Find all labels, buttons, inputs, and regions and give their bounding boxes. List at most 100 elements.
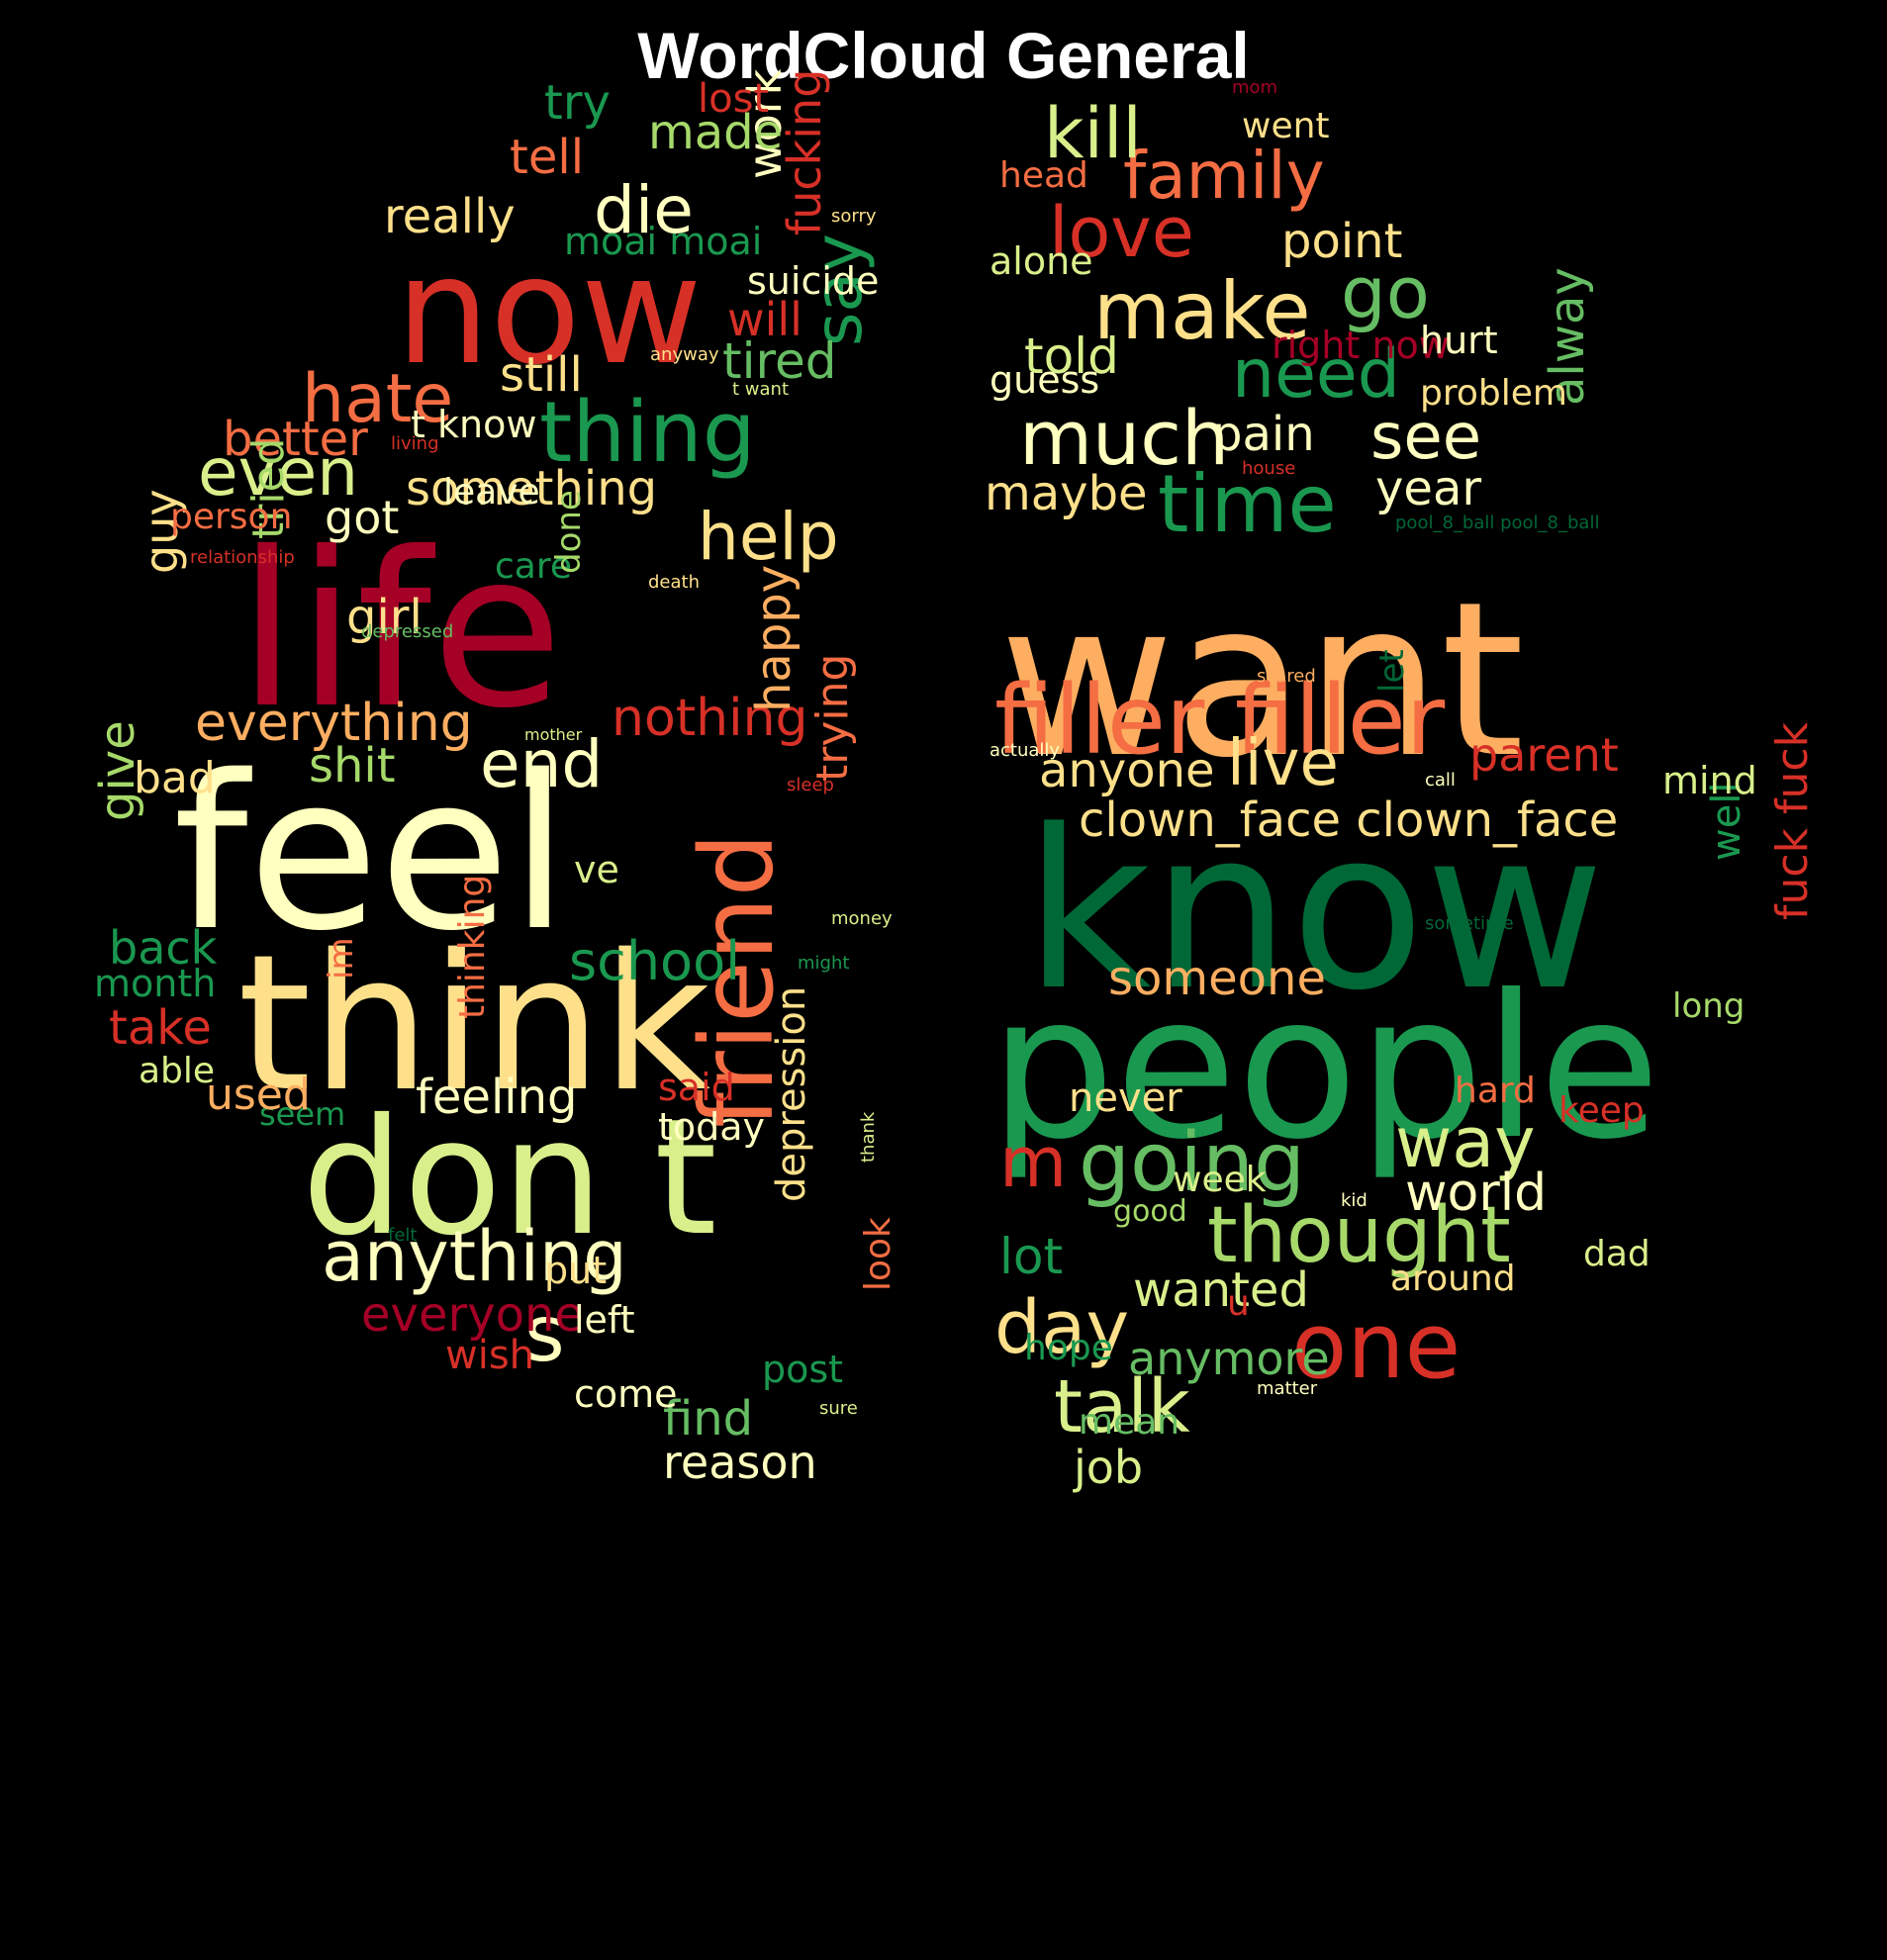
cloud-word: everyone [361, 1287, 584, 1343]
cloud-word: way [1395, 1102, 1536, 1183]
cloud-word: said [658, 1066, 735, 1109]
cloud-word: used [206, 1070, 311, 1120]
cloud-word: hurt [1420, 319, 1498, 362]
cloud-word: anyway [650, 344, 719, 365]
cloud-word: relationship [190, 547, 295, 568]
cloud-word: might [798, 953, 850, 974]
cloud-word: money [831, 908, 893, 929]
cloud-word: wanted [1133, 1262, 1309, 1318]
cloud-word: good [1113, 1194, 1187, 1229]
cloud-word: tell [510, 130, 585, 185]
cloud-word: going [1079, 1116, 1306, 1210]
cloud-word: someone [1108, 951, 1326, 1006]
cloud-word: talk [1054, 1364, 1190, 1449]
cloud-word: lost [698, 76, 770, 122]
cloud-word: world [1405, 1164, 1548, 1223]
cloud-word: leave [443, 472, 540, 513]
cloud-word: family [1123, 138, 1325, 214]
cloud-word: week [1173, 1160, 1267, 1200]
cloud-word: depression [769, 985, 814, 1202]
cloud-word: t want [732, 379, 789, 400]
cloud-word: right now [1272, 324, 1450, 367]
cloud-word: want [999, 556, 1525, 804]
cloud-word: moai moai [564, 220, 763, 263]
cloud-word: scared [1257, 666, 1316, 687]
cloud-word: pain [1212, 407, 1315, 462]
cloud-word: people [990, 953, 1660, 1183]
cloud-word: will [727, 293, 802, 346]
cloud-word: person [170, 497, 293, 537]
cloud-word: even [198, 434, 359, 511]
cloud-word: m [999, 1122, 1068, 1203]
cloud-word: got [325, 491, 400, 544]
cloud-word: thought [1207, 1191, 1511, 1280]
cloud-word: parent [1469, 728, 1619, 782]
cloud-word: put [544, 1249, 608, 1292]
cloud-word: living [391, 433, 439, 454]
cloud-word: really [384, 189, 516, 244]
cloud-word: let [1372, 649, 1412, 693]
cloud-word: wish [445, 1333, 535, 1378]
cloud-word: lot [999, 1228, 1064, 1285]
cloud-word: better [223, 412, 368, 467]
cloud-word: day [994, 1285, 1130, 1370]
cloud-word: guess [990, 358, 1100, 402]
cloud-word: thinking [452, 874, 493, 1019]
cloud-word: time [1158, 458, 1337, 550]
cloud-word: sleep [787, 775, 834, 795]
cloud-word: shit [309, 738, 396, 793]
cloud-word: tired [722, 332, 837, 390]
cloud-word: come [574, 1372, 678, 1416]
cloud-word: something [406, 461, 658, 516]
cloud-word: feel [173, 729, 569, 978]
cloud-word: care [495, 546, 573, 587]
cloud-word: month [94, 962, 217, 1005]
cloud-word: thing [539, 384, 756, 482]
cloud-word: today [658, 1105, 766, 1149]
cloud-word: find [663, 1391, 754, 1447]
cloud-word: anything [322, 1216, 627, 1297]
cloud-word: go [1341, 251, 1430, 334]
cloud-word: still [500, 347, 583, 403]
cloud-word: pool_8_ball pool_8_ball [1395, 513, 1600, 533]
cloud-word: death [648, 572, 700, 593]
cloud-word: mother [524, 725, 583, 744]
cloud-word: maybe [985, 466, 1148, 521]
cloud-word: need [1232, 335, 1400, 414]
cloud-word: help [698, 499, 839, 575]
cloud-word: matter [1257, 1378, 1318, 1399]
cloud-word: bad [134, 753, 216, 803]
cloud-word: anymore [1128, 1332, 1330, 1385]
cloud-word: seem [259, 1095, 346, 1133]
cloud-word: sure [819, 1398, 858, 1419]
cloud-word: dad [1583, 1234, 1651, 1274]
cloud-word: take [109, 1000, 212, 1056]
cloud-word: anyone [1039, 743, 1215, 798]
cloud-word: able [139, 1051, 216, 1091]
cloud-word: happy [746, 564, 802, 712]
cloud-word: look [858, 1217, 898, 1291]
cloud-word: make [1093, 265, 1311, 357]
cloud-word: filler filler [994, 665, 1446, 776]
cloud-word: hard [1455, 1071, 1536, 1111]
cloud-word: job [1074, 1441, 1144, 1494]
cloud-word: problem [1420, 373, 1567, 414]
cloud-word: one [1291, 1293, 1462, 1399]
cloud-word: told [1024, 327, 1119, 385]
cloud-word: post [762, 1348, 844, 1391]
cloud-word: much [1019, 394, 1230, 482]
cloud-word: kid [1341, 1190, 1368, 1211]
cloud-word: depressed [361, 621, 454, 642]
chart-title: WordCloud General [637, 19, 1250, 92]
cloud-word: s [524, 1290, 565, 1379]
cloud-word: around [1390, 1259, 1516, 1299]
cloud-word: try [544, 75, 611, 131]
cloud-word: nothing [612, 689, 808, 748]
cloud-word: don t [302, 1085, 717, 1271]
cloud-word: girl [346, 590, 423, 645]
cloud-word: think [237, 914, 711, 1133]
cloud-word: t know [411, 403, 537, 446]
cloud-word: call [1425, 770, 1456, 791]
cloud-word: hope [1024, 1328, 1113, 1368]
cloud-word: suicide [747, 259, 880, 303]
